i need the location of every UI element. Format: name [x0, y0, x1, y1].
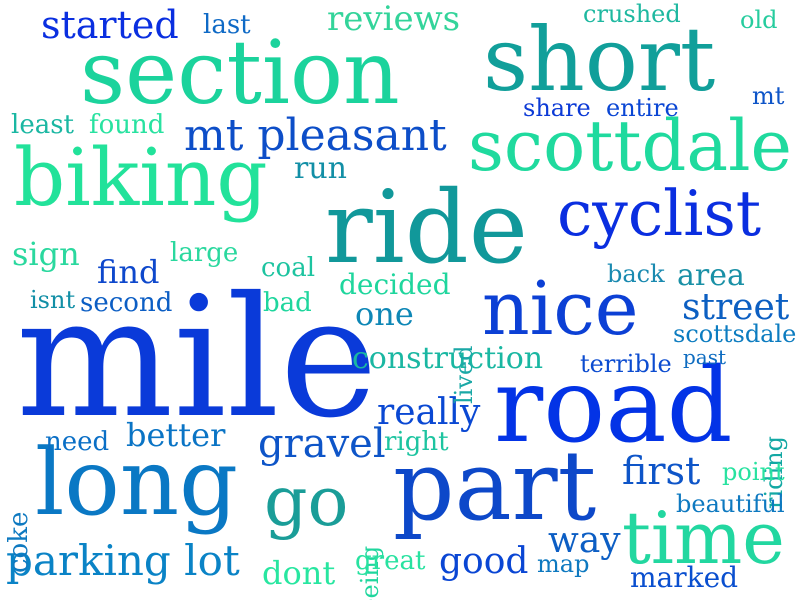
word-large: large	[170, 238, 239, 268]
word-part: part	[393, 430, 597, 542]
word-mt-pleasant: mt pleasant	[184, 110, 447, 161]
word-one: one	[355, 295, 414, 333]
word-marked: marked	[630, 561, 739, 594]
word-beautiful: beautiful	[676, 490, 785, 518]
word-ride: ride	[325, 169, 528, 286]
word-nice: nice	[482, 266, 639, 352]
word-least: least	[11, 110, 74, 140]
word-cyclist: cyclist	[557, 177, 762, 250]
word-coal: coal	[261, 253, 316, 283]
word-need: need	[45, 427, 110, 457]
word-second: second	[80, 288, 173, 318]
word-run: run	[294, 151, 347, 186]
word-good: good	[439, 541, 529, 582]
word-time: time	[622, 496, 785, 580]
word-share: share	[523, 94, 591, 122]
word-really: really	[377, 392, 481, 433]
word-short: short	[483, 8, 716, 111]
word-right: right	[384, 427, 449, 457]
word-back: back	[607, 260, 665, 288]
word-terrible: terrible	[580, 350, 672, 378]
word-biking: biking	[14, 131, 268, 224]
word-area: area	[677, 258, 745, 293]
word-gravel: gravel	[258, 421, 386, 467]
word-dont: dont	[262, 554, 336, 592]
word-reviews: reviews	[327, 0, 461, 39]
word-better: better	[126, 416, 226, 454]
word-coke: coke	[4, 511, 34, 573]
word-mt: mt	[752, 82, 785, 110]
word-started: started	[41, 3, 179, 47]
word-long: long	[35, 429, 238, 536]
word-found: found	[89, 110, 165, 140]
word-lived: lived	[450, 345, 478, 404]
word-entire: entire	[606, 94, 679, 122]
word-last: last	[203, 10, 251, 40]
word-section: section	[80, 21, 400, 124]
word-way: way	[548, 520, 621, 561]
word-point: point	[722, 458, 785, 486]
word-find: find	[97, 253, 160, 291]
word-old: old	[740, 6, 778, 34]
word-bad: bad	[263, 288, 312, 318]
word-isnt: isnt	[30, 286, 76, 314]
word-past: past	[683, 345, 727, 369]
word-scottdale: scottdale	[468, 105, 792, 187]
word-great: great	[355, 546, 426, 576]
word-first: first	[622, 449, 701, 493]
word-go: go	[264, 463, 349, 542]
word-decided: decided	[339, 268, 451, 301]
word-crushed: crushed	[583, 0, 681, 28]
word-construction: construction	[352, 341, 544, 376]
word-parking-lot: parking lot	[6, 536, 240, 585]
word-street: street	[682, 287, 790, 328]
word-sign: sign	[12, 235, 80, 273]
word-mile: mile	[16, 262, 378, 455]
word-scottsdale: scottsdale	[673, 320, 797, 348]
word-road: road	[494, 346, 733, 466]
word-map: map	[537, 550, 590, 578]
